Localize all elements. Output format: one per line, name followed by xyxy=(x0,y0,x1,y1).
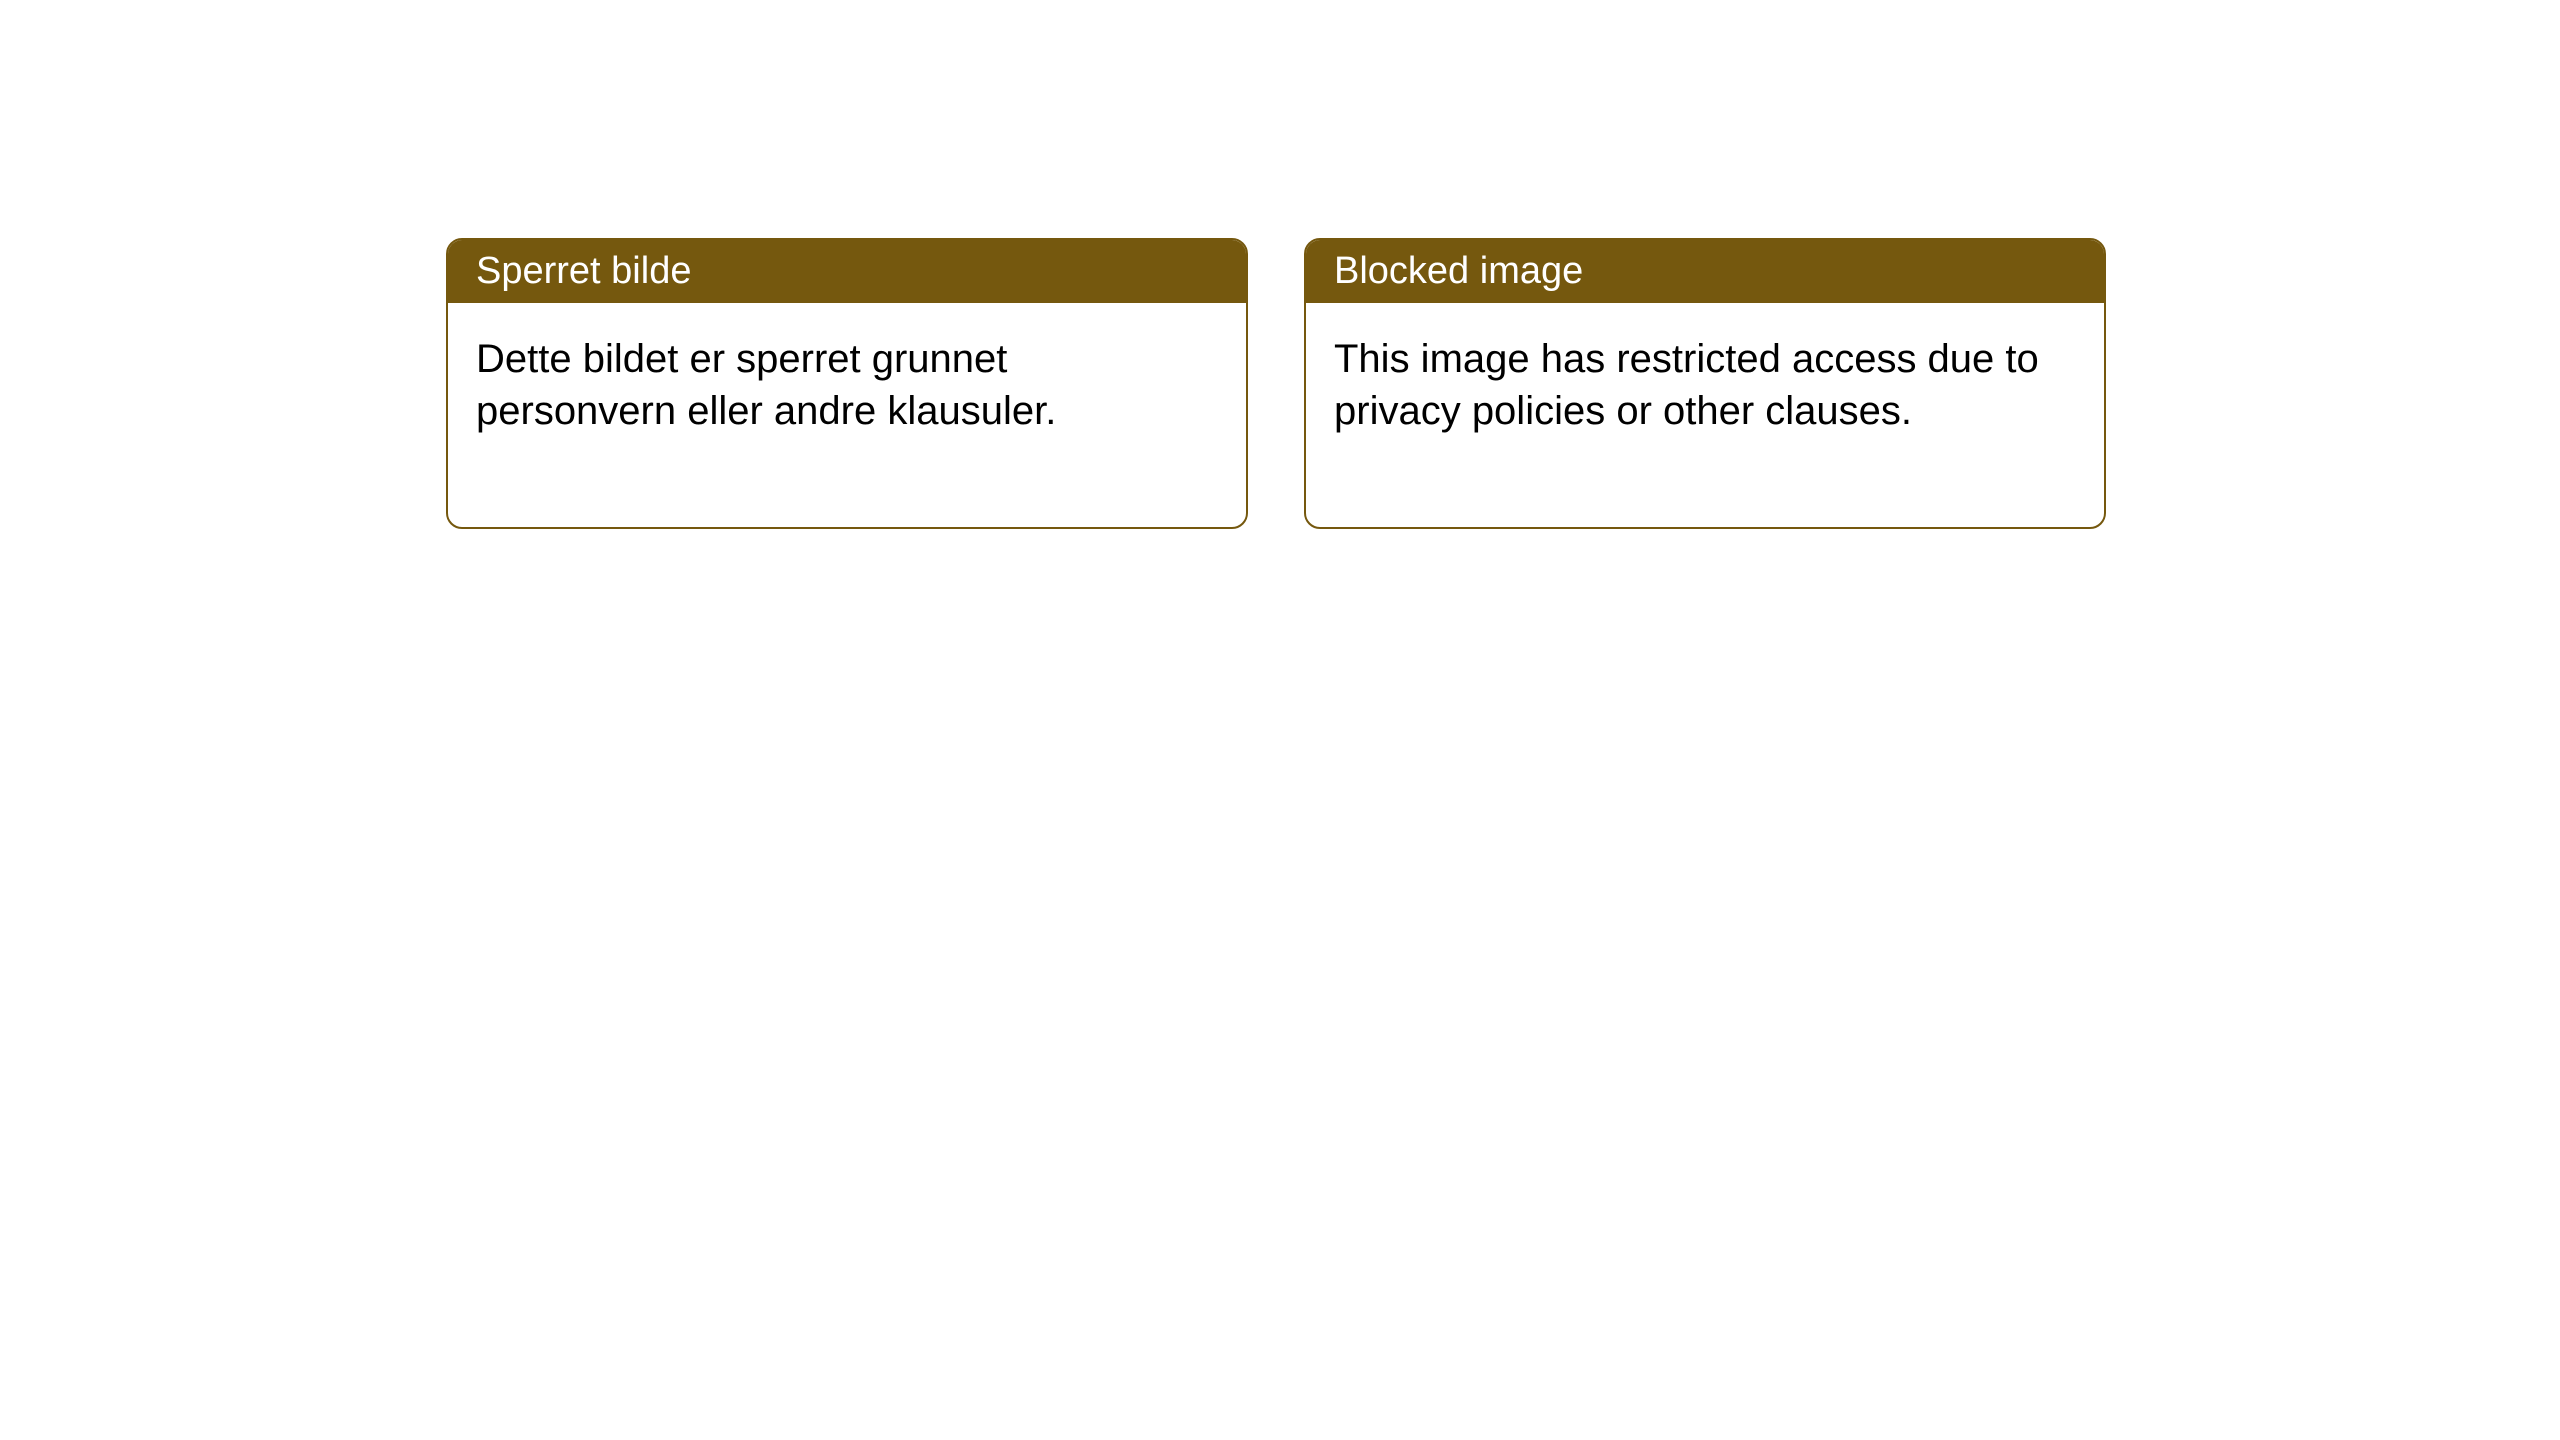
notice-header: Blocked image xyxy=(1306,240,2104,303)
notice-container: Sperret bilde Dette bildet er sperret gr… xyxy=(446,238,2106,529)
notice-body: Dette bildet er sperret grunnet personve… xyxy=(448,303,1246,527)
notice-header: Sperret bilde xyxy=(448,240,1246,303)
notice-card-norwegian: Sperret bilde Dette bildet er sperret gr… xyxy=(446,238,1248,529)
notice-body: This image has restricted access due to … xyxy=(1306,303,2104,527)
notice-card-english: Blocked image This image has restricted … xyxy=(1304,238,2106,529)
